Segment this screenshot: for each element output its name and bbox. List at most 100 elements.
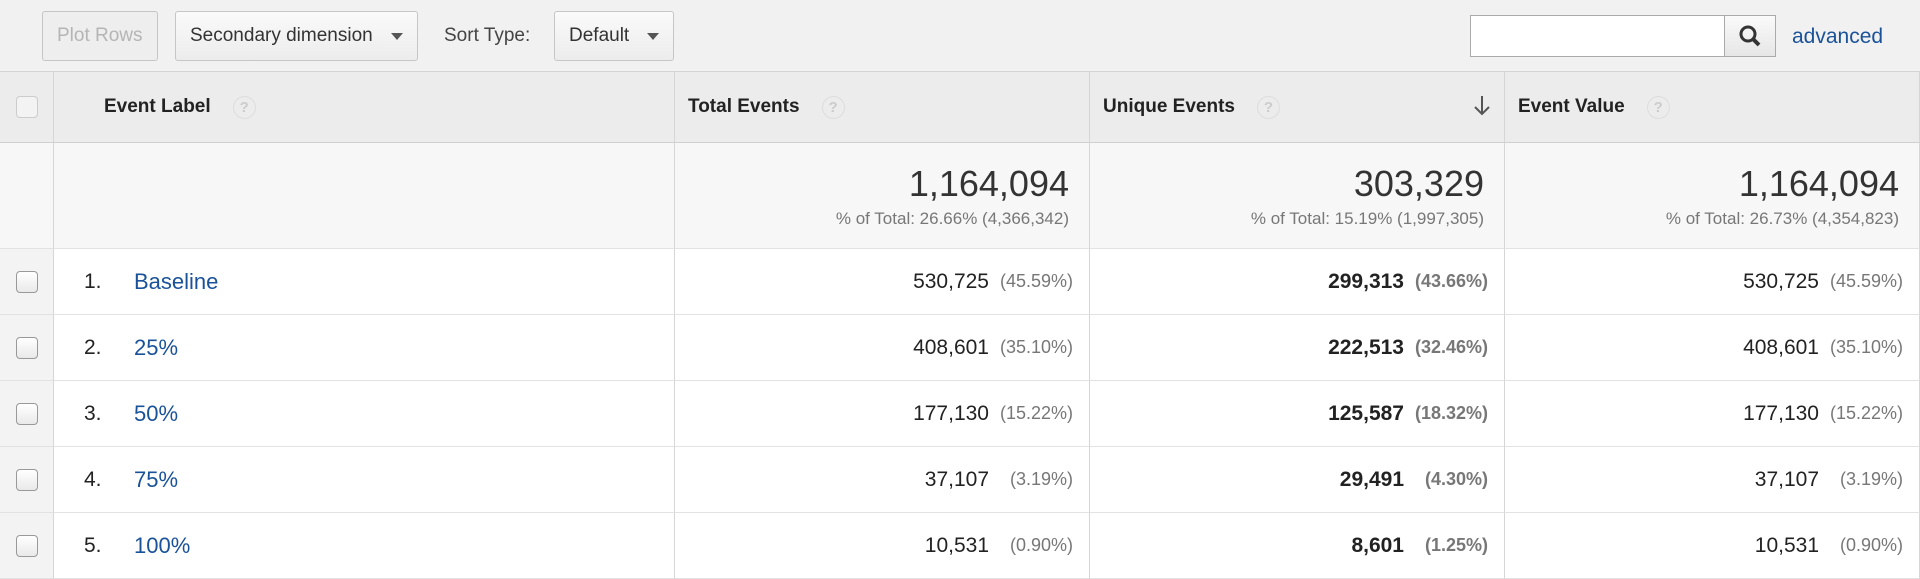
help-icon[interactable]: ? [821,95,845,119]
cell-percent: (0.90%) [1839,535,1903,555]
caret [647,32,660,40]
label-cell: 3. 50% [54,381,675,447]
value-cell: 29,491 (4.30%) [1090,447,1505,513]
cell-value: 177,130 [913,401,989,425]
total-value: 1,164,094 [1738,163,1899,204]
cell-percent: (18.32%) [1414,403,1488,423]
row-index: 2. [84,336,102,359]
sort-type-dropdown[interactable]: Default [554,11,675,61]
header-label: Event Label [104,96,211,117]
caret [390,32,403,40]
search-icon [1739,25,1761,47]
cell-value: 222,513 [1328,335,1404,359]
header-cell[interactable]: Unique Events? [1090,72,1505,143]
total-note: % of Total: 15.19% (1,997,305) [1250,209,1484,228]
event-label-link[interactable]: 100% [134,533,191,558]
total-value: 303,329 [1353,163,1484,204]
header-label: Total Events [688,96,800,117]
cell-percent: (45.59%) [1829,271,1903,291]
value-cell: 408,601 (35.10%) [1505,315,1920,381]
select-all-checkbox[interactable] [16,96,38,118]
totals-cell: 1,164,094 % of Total: 26.73% (4,354,823) [1505,143,1920,249]
totals-cell: 1,164,094 % of Total: 26.66% (4,366,342) [675,143,1090,249]
row-checkbox[interactable] [16,403,38,425]
sort-arrow [1472,94,1492,124]
row-index: 1. [84,270,102,293]
header-cell [0,72,54,143]
cell-percent: (43.66%) [1414,271,1488,291]
dropdown-text: Secondary dimension [190,25,373,46]
total-value: 1,164,094 [908,163,1069,204]
label-cell: 1. Baseline [54,249,675,315]
header-label: Event Value [1518,96,1625,117]
cell-value: 299,313 [1328,269,1404,293]
row-checkbox[interactable] [16,271,38,293]
row-index: 4. [84,468,102,491]
cell-value: 530,725 [1743,269,1819,293]
event-label-link[interactable]: 50% [134,401,179,426]
label-cell: 4. 75% [54,447,675,513]
cell-percent: (32.46%) [1414,337,1488,357]
value-cell: 530,725 (45.59%) [1505,249,1920,315]
value-cell: 408,601 (35.10%) [675,315,1090,381]
plot-rows-button[interactable]: Plot Rows [42,11,158,61]
label-cell: 5. 100% [54,513,675,579]
cell-value: 530,725 [913,269,989,293]
secondary-dimension-dropdown[interactable]: Secondary dimension [175,11,418,61]
cell-percent: (4.30%) [1424,469,1488,489]
cell-value: 408,601 [913,335,989,359]
cell-percent: (45.59%) [999,271,1073,291]
row-select-cell [0,447,54,513]
cell-percent: (0.90%) [1009,535,1073,555]
value-cell: 530,725 (45.59%) [675,249,1090,315]
event-label-link[interactable]: 75% [134,467,179,492]
cell-value: 125,587 [1328,401,1404,425]
cell-value: 10,531 [924,533,989,557]
event-label-link[interactable]: 25% [134,335,179,360]
value-cell: 177,130 (15.22%) [1505,381,1920,447]
totals-cell [0,143,54,249]
help-icon[interactable]: ? [1256,95,1280,119]
value-cell: 8,601 (1.25%) [1090,513,1505,579]
help-icon[interactable]: ? [1646,95,1670,119]
row-checkbox[interactable] [16,337,38,359]
totals-cell: 303,329 % of Total: 15.19% (1,997,305) [1090,143,1505,249]
cell-value: 37,107 [1754,467,1819,491]
total-note: % of Total: 26.73% (4,354,823) [1665,209,1899,228]
event-label-link[interactable]: Baseline [134,269,219,294]
cell-value: 37,107 [924,467,989,491]
cell-value: 408,601 [1743,335,1819,359]
value-cell: 177,130 (15.22%) [675,381,1090,447]
value-cell: 125,587 (18.32%) [1090,381,1505,447]
cell-value: 177,130 [1743,401,1819,425]
cell-percent: (3.19%) [1839,469,1903,489]
cell-percent: (1.25%) [1424,535,1488,555]
value-cell: 10,531 (0.90%) [675,513,1090,579]
help-icon[interactable]: ? [232,95,256,119]
value-cell: 10,531 (0.90%) [1505,513,1920,579]
value-cell: 299,313 (43.66%) [1090,249,1505,315]
row-index: 5. [84,534,102,557]
value-cell: 222,513 (32.46%) [1090,315,1505,381]
row-checkbox[interactable] [16,535,38,557]
value-cell: 37,107 (3.19%) [1505,447,1920,513]
toolbar: Plot Rows Secondary dimension Sort Type:… [0,0,1920,72]
cell-value: 8,601 [1351,533,1404,557]
header-cell[interactable]: Event Label? [54,72,675,143]
row-index: 3. [84,402,102,425]
search-input[interactable] [1470,15,1725,57]
search-button[interactable] [1724,15,1776,57]
advanced-link[interactable]: advanced [1792,25,1884,48]
row-select-cell [0,513,54,579]
row-checkbox[interactable] [16,469,38,491]
dropdown-text: Default [569,25,630,46]
value-cell: 37,107 (3.19%) [675,447,1090,513]
total-note: % of Total: 26.66% (4,366,342) [835,209,1069,228]
header-cell[interactable]: Total Events? [675,72,1090,143]
cell-percent: (15.22%) [1829,403,1903,423]
row-select-cell [0,249,54,315]
header-label: Unique Events [1103,96,1235,117]
sort-type-label: Sort Type: [444,25,531,46]
header-cell[interactable]: Event Value? [1505,72,1920,143]
